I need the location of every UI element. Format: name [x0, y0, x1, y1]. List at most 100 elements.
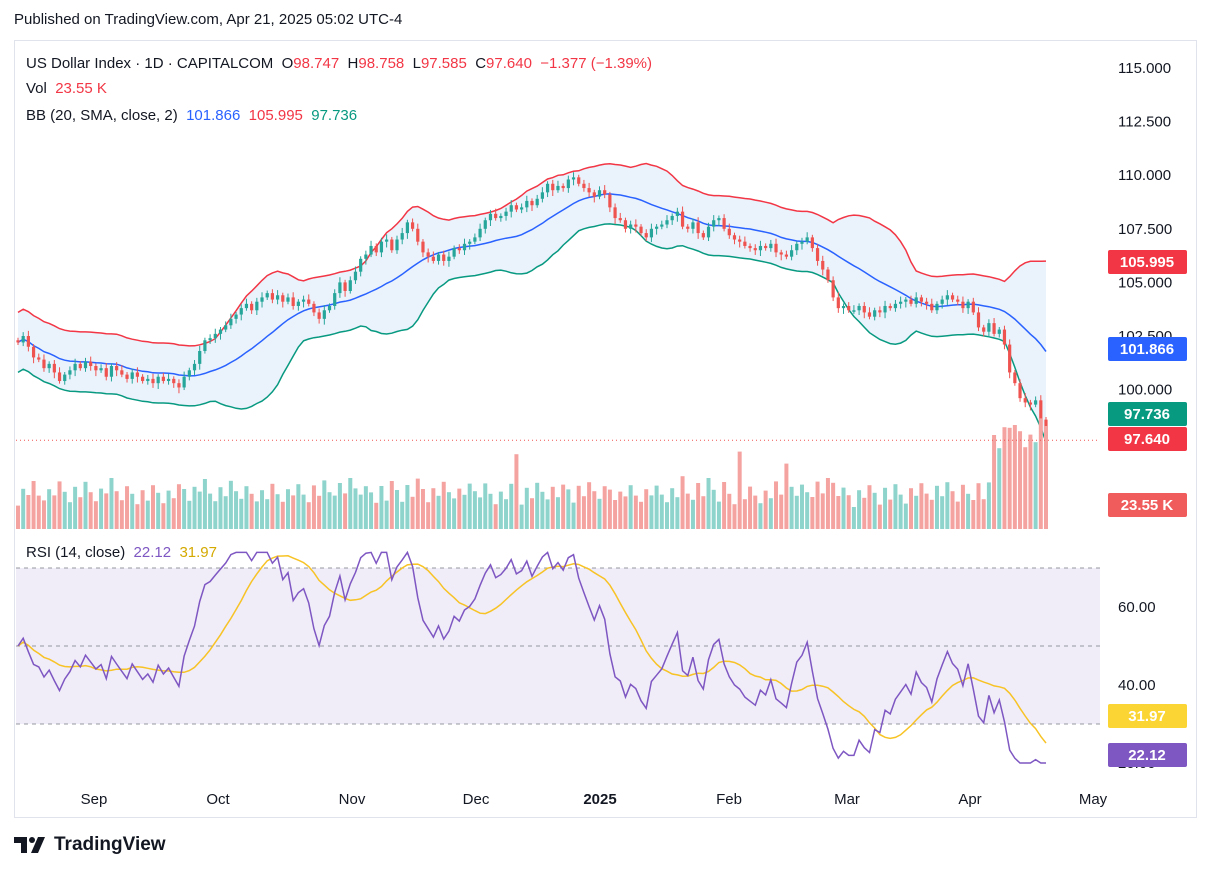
symbol-title[interactable]: US Dollar Index · 1D · CAPITALCOM [26, 55, 274, 72]
tradingview-logo[interactable]: TradingView [14, 834, 166, 856]
volume-bar [971, 500, 976, 529]
volume-bar [690, 499, 695, 529]
volume-bar [161, 503, 166, 529]
volume-bar [774, 481, 779, 529]
volume-bar [597, 498, 602, 529]
logo-text: TradingView [54, 834, 166, 855]
volume-bar [322, 480, 327, 529]
candle-body [566, 179, 570, 189]
candle-body [504, 211, 508, 216]
bb-upper-value: 105.995 [248, 107, 303, 124]
volume-bar [218, 487, 223, 529]
volume-bar [581, 496, 586, 529]
volume-bar [150, 485, 155, 529]
candle-body [270, 293, 275, 300]
volume-bar [545, 499, 550, 529]
volume-bar [192, 486, 197, 529]
candle-body [89, 361, 93, 367]
candle-body [655, 226, 659, 229]
close-price-label: 97.640 [1108, 427, 1187, 451]
volume-value: 23.55 K [55, 80, 107, 97]
candle-body [166, 378, 171, 382]
volume-price-label: 23.55 K [1108, 493, 1187, 517]
volume-bar [836, 496, 841, 529]
time-tick-label: Feb [716, 791, 742, 808]
volume-bar [36, 495, 41, 529]
candle-body [680, 211, 685, 227]
volume-bar [52, 495, 57, 529]
open-value: 98.747 [293, 55, 340, 72]
change-value: −1.377 (−1.39%) [540, 55, 653, 72]
candle-body [156, 376, 160, 384]
rsi-ma-price-label: 31.97 [1108, 704, 1187, 728]
volume-bar [467, 483, 472, 529]
volume-bar [748, 486, 753, 529]
volume-bar [130, 493, 135, 529]
candle-body [483, 220, 487, 229]
chart-frame [14, 40, 1197, 818]
volume-bar [332, 495, 337, 529]
volume-bar [966, 493, 971, 529]
volume-bar [976, 483, 981, 529]
candle-body [888, 305, 892, 309]
candle-body [649, 228, 654, 238]
candle-body [125, 374, 129, 379]
candle-body [701, 233, 705, 238]
volume-bar [888, 499, 893, 529]
candle-body [899, 301, 903, 304]
volume-bar [950, 491, 955, 529]
candle-body [961, 301, 965, 309]
volume-bar [488, 493, 493, 529]
lower-band-price-label-text: 97.736 [1124, 406, 1170, 423]
volume-bar [680, 476, 685, 529]
volume-bar [825, 478, 830, 529]
candle-body [717, 218, 721, 221]
candle-body [52, 363, 56, 373]
candle-body [260, 297, 264, 302]
volume-bar [986, 482, 991, 529]
volume-bar [654, 485, 659, 529]
volume-bar [841, 487, 846, 529]
rsi-label: RSI (14, close) [26, 544, 126, 561]
volume-bar [234, 491, 239, 529]
candle-body [431, 256, 435, 261]
candle-body [208, 338, 212, 341]
volume-bar [213, 501, 218, 529]
candle-body [722, 218, 726, 229]
volume-bar [249, 493, 254, 529]
volume-bar [893, 484, 898, 529]
close-price-label-box [1108, 427, 1187, 451]
volume-bar [83, 481, 88, 529]
upper-band-price-label-box [1108, 250, 1187, 274]
volume-bar [872, 492, 877, 529]
candle-body [644, 233, 648, 238]
price-legend: US Dollar Index · 1D · CAPITALCOM O98.74… [26, 55, 652, 72]
volume-bar [934, 485, 939, 529]
volume-bar [514, 454, 519, 529]
candle-body [421, 241, 425, 253]
candle-body [608, 194, 612, 208]
volume-bar [1033, 442, 1038, 529]
candle-body [530, 200, 534, 206]
volume-bar [919, 483, 924, 529]
candle-body [405, 222, 409, 234]
volume-bar [664, 502, 669, 529]
volume-bar [426, 502, 431, 529]
volume-bar [571, 502, 576, 529]
volume-bar [182, 489, 187, 529]
candle-body [296, 301, 300, 306]
volume-bar [99, 488, 104, 529]
candle-body [753, 248, 757, 251]
volume-bar [145, 500, 150, 529]
candle-body [395, 239, 399, 251]
candle-body [385, 239, 389, 242]
candle-body [426, 252, 430, 257]
volume-bar [457, 488, 462, 529]
candle-body [151, 378, 155, 384]
rsi-legend[interactable]: RSI (14, close) 22.12 31.97 [26, 544, 217, 561]
time-tick-label: May [1079, 791, 1108, 808]
candle-body [852, 310, 856, 312]
volume-legend[interactable]: Vol 23.55 K [26, 80, 107, 97]
bb-legend[interactable]: BB (20, SMA, close, 2) 101.866 105.995 9… [26, 107, 357, 124]
